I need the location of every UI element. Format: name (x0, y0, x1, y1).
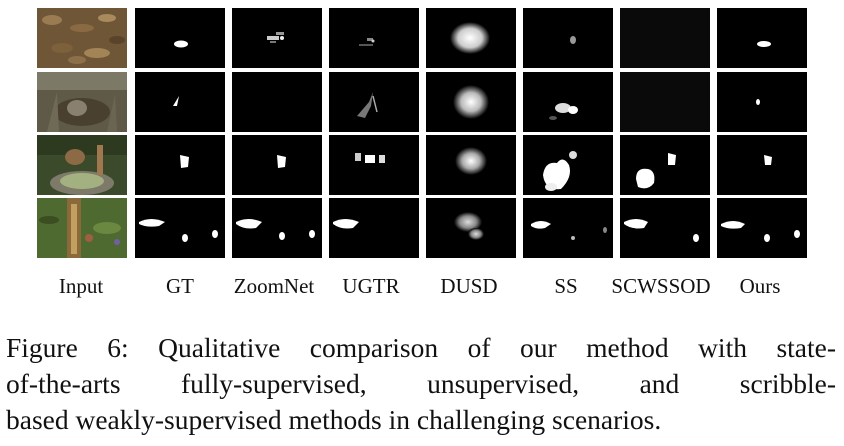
scwssod-mask (620, 198, 710, 258)
gt-mask (135, 8, 225, 68)
scwssod-mask (620, 72, 710, 132)
caption-line: of-the-arts fully-supervised, unsupervis… (6, 368, 836, 399)
qualitative-comparison-grid: Input GT ZoomNet UGTR DUSD SS SCWSSOD Ou… (37, 8, 807, 298)
column-label-ours: Ours (739, 274, 781, 298)
figure-caption: Figure 6: Qualitative comparison of our … (6, 330, 836, 438)
ours-mask (717, 198, 807, 258)
ugtr-mask (329, 8, 419, 68)
input-image (37, 8, 127, 68)
input-image (37, 135, 127, 195)
input-image (37, 198, 127, 258)
column-label-zoomnet: ZoomNet (233, 274, 315, 298)
scwssod-mask (620, 135, 710, 195)
column-label-gt: GT (166, 274, 194, 298)
gt-mask (135, 198, 225, 258)
ss-mask (523, 8, 613, 68)
gt-mask (135, 135, 225, 195)
dusd-mask (426, 8, 516, 68)
column-label-input: Input (58, 274, 104, 298)
ss-mask (523, 198, 613, 258)
zoomnet-mask (232, 135, 322, 195)
column-label-ss: SS (554, 274, 578, 298)
ss-mask (523, 72, 613, 132)
ugtr-mask (329, 198, 419, 258)
ours-mask (717, 72, 807, 132)
ugtr-mask (329, 135, 419, 195)
dusd-mask (426, 198, 516, 258)
column-label-scwssod: SCWSSOD (611, 274, 711, 298)
zoomnet-mask (232, 8, 322, 68)
ours-mask (717, 8, 807, 68)
gt-mask (135, 72, 225, 132)
input-image (37, 72, 127, 132)
caption-line: based weakly-supervised methods in chall… (6, 404, 662, 435)
column-label-dusd: DUSD (440, 274, 498, 298)
dusd-mask (426, 72, 516, 132)
zoomnet-mask (232, 72, 322, 132)
caption-line: Figure 6: Qualitative comparison of our … (6, 332, 836, 363)
column-label-ugtr: UGTR (342, 274, 400, 298)
ss-mask (523, 135, 613, 195)
dusd-mask (426, 135, 516, 195)
scwssod-mask (620, 8, 710, 68)
ours-mask (717, 135, 807, 195)
zoomnet-mask (232, 198, 322, 258)
ugtr-mask (329, 72, 419, 132)
